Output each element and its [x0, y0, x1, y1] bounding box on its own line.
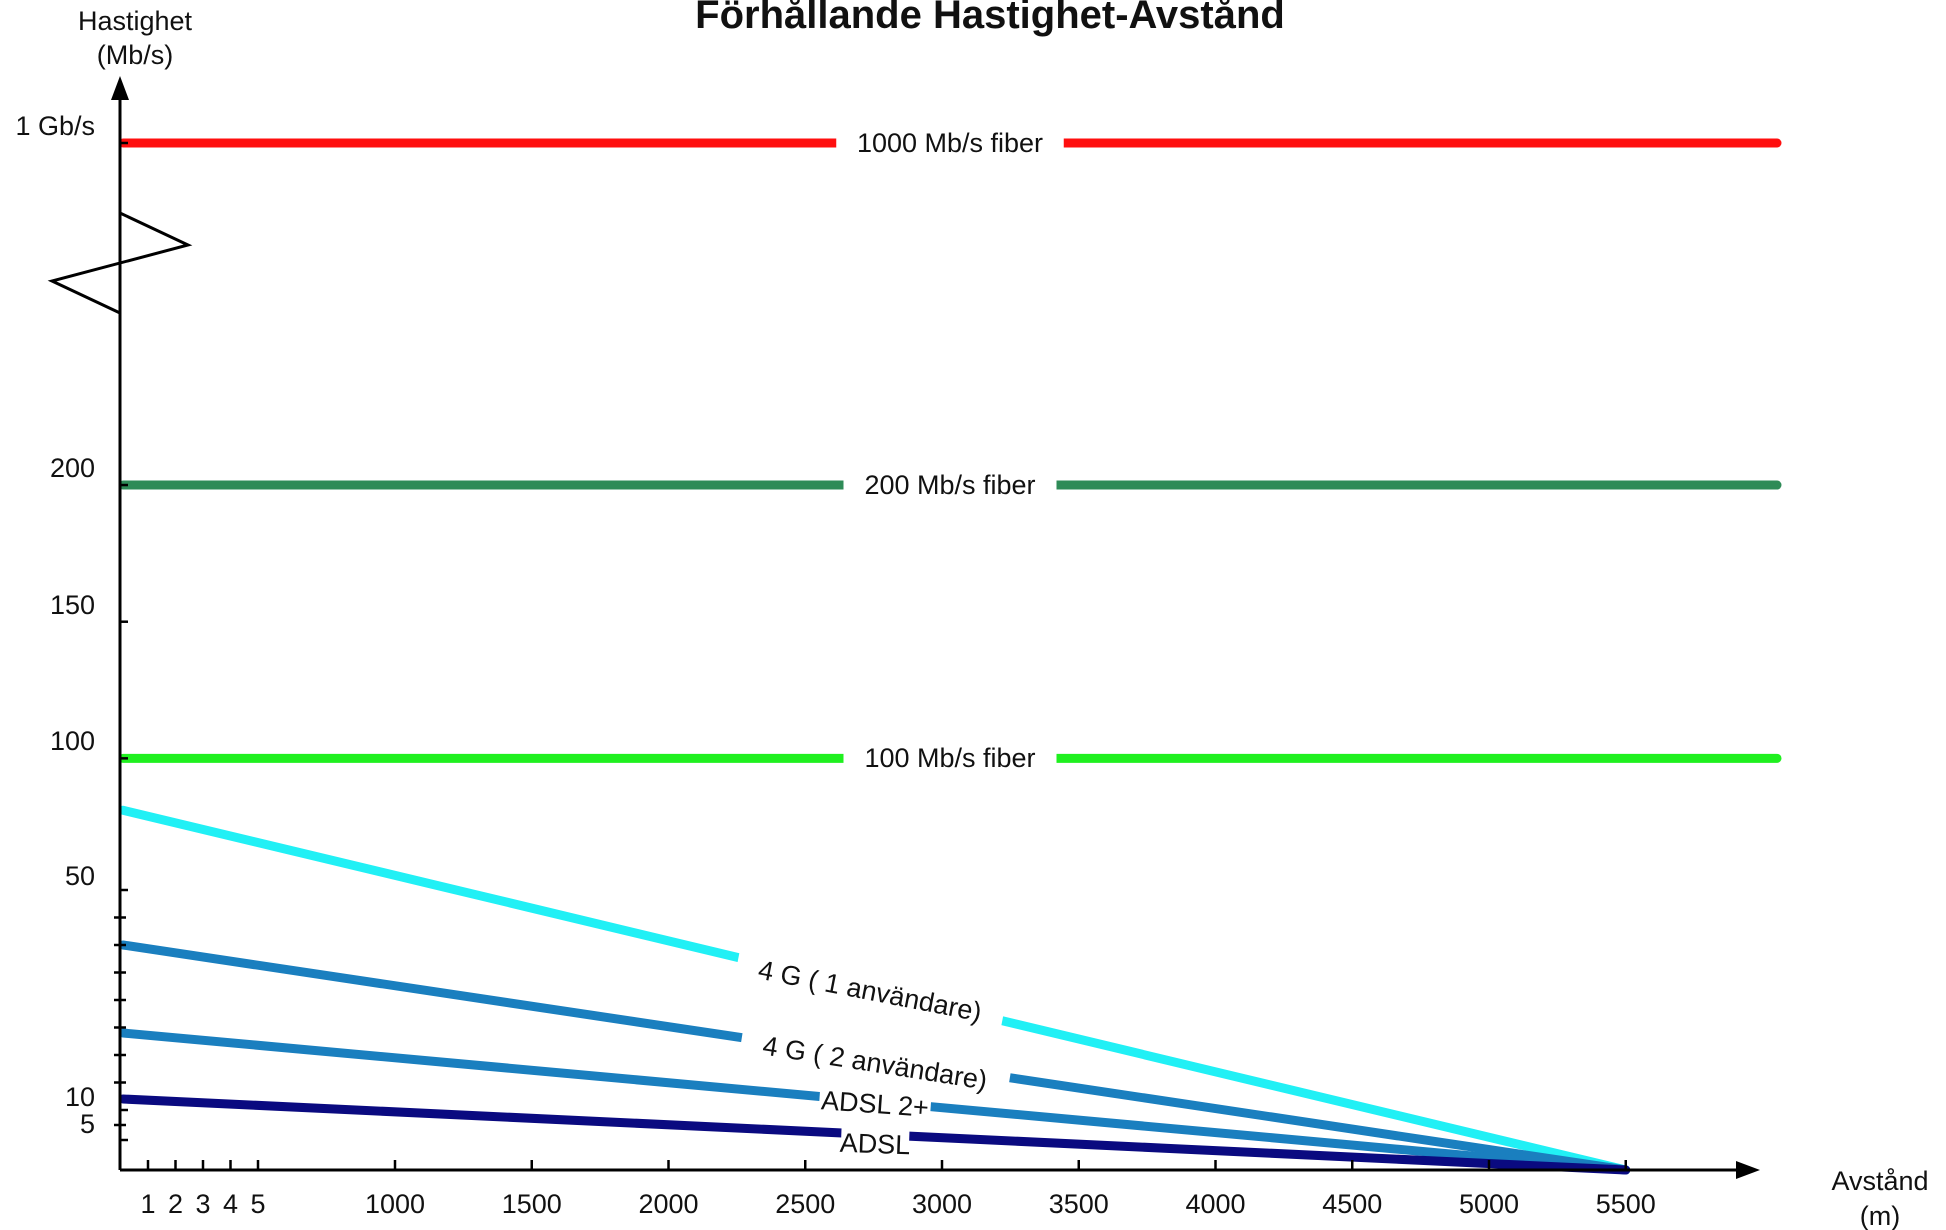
x-tick-label-1000: 1000: [365, 1189, 425, 1219]
series-label-fiber-200: 200 Mb/s fiber: [864, 470, 1035, 500]
x-tick-label-5500: 5500: [1596, 1189, 1656, 1219]
x-tick-label-4000: 4000: [1185, 1189, 1245, 1219]
y-axis-label-line-2: (Mb/s): [97, 40, 174, 70]
x-tick-label-1500: 1500: [502, 1189, 562, 1219]
series-label-group-4g-1-user: 4 G ( 1 användare): [733, 949, 1007, 1033]
series-label-adsl: ADSL: [839, 1128, 911, 1160]
y-axis-arrow: [111, 76, 129, 100]
x-tick-label-2000: 2000: [638, 1189, 698, 1219]
y-tick-label-5: 5: [80, 1109, 95, 1139]
series-label-bg-fiber-100: [843, 742, 1057, 774]
axes-layer: [47, 76, 1760, 1179]
series-label-bg-adsl: [840, 1126, 910, 1162]
series-label-4g-2-users: 4 G ( 2 användare): [761, 1030, 990, 1095]
chart-title: Förhållande Hastighet-Avstånd: [695, 0, 1285, 37]
x-tick-label-2: 2: [168, 1189, 183, 1219]
x-tick-label-3500: 3500: [1049, 1189, 1109, 1219]
series-label-bg-adsl-2plus: [818, 1084, 932, 1124]
x-tick-label-5: 5: [250, 1189, 265, 1219]
y-tick-label-50: 50: [65, 861, 95, 891]
series-labels-layer: 1000 Mb/s fiber 200 Mb/s fiber 100 Mb/s fi…: [733, 127, 1064, 1162]
series-label-fiber-1000: 1000 Mb/s fiber: [857, 128, 1043, 158]
ticks-layer: 1 2 3 4 5 1000 1500 2000 2500 3000 3500 4000 4500 500…: [15, 111, 1655, 1219]
series-label-group-fiber-1000: 1000 Mb/s fiber: [836, 127, 1064, 159]
series-label-group-adsl: ADSL: [839, 1126, 911, 1162]
x-axis-label-line-1: Avstånd: [1831, 1166, 1928, 1196]
series-label-bg-fiber-1000: [836, 127, 1064, 159]
y-tick-label-150: 150: [50, 590, 95, 620]
x-tick-label-1: 1: [140, 1189, 155, 1219]
x-tick-label-3000: 3000: [912, 1189, 972, 1219]
series-label-bg-fiber-200: [843, 469, 1057, 501]
y-tick-label-100: 100: [50, 726, 95, 756]
x-tick-label-4500: 4500: [1322, 1189, 1382, 1219]
series-label-fiber-100: 100 Mb/s fiber: [864, 743, 1035, 773]
x-tick-label-3: 3: [195, 1189, 210, 1219]
series-label-group-adsl-2plus: ADSL 2+: [818, 1084, 932, 1124]
x-tick-label-5000: 5000: [1459, 1189, 1519, 1219]
series-label-bg-4g-1-user: [733, 949, 1007, 1033]
x-axis-label-line-2: (m): [1860, 1201, 1900, 1230]
y-tick-label-10: 10: [65, 1082, 95, 1112]
y-tick-label-1000: 1 Gb/s: [15, 111, 95, 141]
x-tick-label-2500: 2500: [775, 1189, 835, 1219]
y-axis-label-line-1: Hastighet: [78, 6, 193, 36]
x-axis-arrow: [1736, 1161, 1760, 1179]
series-label-group-fiber-200: 200 Mb/s fiber: [843, 469, 1057, 501]
y-tick-label-200: 200: [50, 453, 95, 483]
y-axis-break-mark: [47, 211, 193, 315]
series-label-bg-4g-2-users: [738, 1026, 1012, 1100]
x-tick-label-4: 4: [223, 1189, 238, 1219]
series-label-group-fiber-100: 100 Mb/s fiber: [843, 742, 1057, 774]
